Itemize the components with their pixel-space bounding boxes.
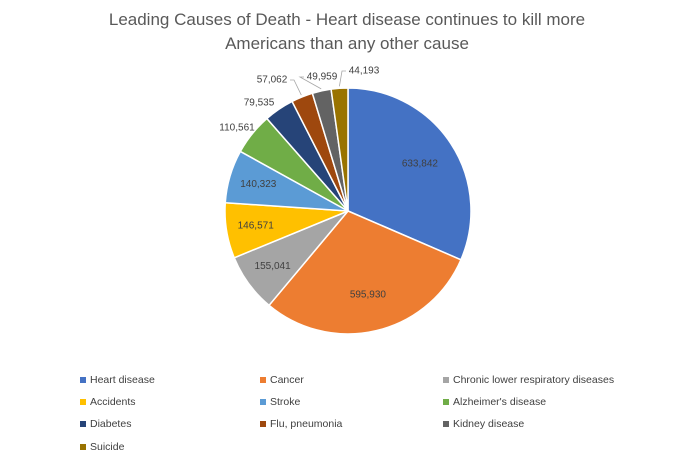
data-label-heart-disease: 633,842: [402, 158, 439, 169]
data-label-alzheimer-s-disease: 110,561: [219, 123, 255, 134]
data-label-suicide: 44,193: [349, 66, 380, 77]
legend-label-cancer: Cancer: [270, 374, 304, 386]
pie-slices: [224, 87, 472, 335]
pie-slice-suicide: [330, 87, 349, 212]
legend-swatch-alzheimer-s-disease: [443, 399, 449, 405]
chart-legend: Heart disease Cancer Chronic lower respira…: [80, 374, 614, 453]
pie-slice-cancer: [268, 210, 462, 335]
legend-label-kidney-disease: Kidney disease: [453, 418, 524, 430]
data-label-accidents: 146,571: [238, 221, 275, 232]
legend-label-heart-disease: Heart disease: [90, 374, 155, 386]
chart-title-line-1: Leading Causes of Death - Heart disease …: [109, 10, 585, 29]
pie-slice-heart-disease: [347, 87, 472, 261]
legend-label-alzheimer-s-disease: Alzheimer's disease: [453, 396, 546, 408]
legend-swatch-stroke: [260, 399, 266, 405]
legend-swatch-cancer: [260, 377, 266, 383]
leader-line-flu-pneumonia: [290, 79, 302, 96]
data-label-cancer: 595,930: [350, 289, 387, 300]
legend-swatch-suicide: [80, 444, 86, 450]
legend-swatch-accidents: [80, 399, 86, 405]
legend-label-chronic-lower-respiratory-diseases: Chronic lower respiratory diseases: [453, 374, 614, 386]
data-label-stroke: 140,323: [240, 179, 277, 190]
leader-line-suicide: [339, 70, 346, 87]
data-label-kidney-disease: 49,959: [307, 72, 338, 83]
data-label-chronic-lower-respiratory-diseases: 155,041: [255, 261, 292, 272]
legend-label-diabetes: Diabetes: [90, 418, 131, 430]
legend-swatch-chronic-lower-respiratory-diseases: [443, 377, 449, 383]
data-label-diabetes: 79,535: [244, 98, 275, 109]
leader-line-kidney-disease: [298, 76, 322, 90]
legend-swatch-heart-disease: [80, 377, 86, 383]
legend-swatch-kidney-disease: [443, 421, 449, 427]
data-label-flu-pneumonia: 57,062: [257, 75, 288, 86]
legend-label-accidents: Accidents: [90, 396, 136, 408]
legend-label-stroke: Stroke: [270, 396, 301, 408]
chart-title-line-2: Americans than any other cause: [225, 34, 469, 53]
legend-label-flu-pneumonia: Flu, pneumonia: [270, 418, 343, 430]
legend-label-suicide: Suicide: [90, 441, 125, 453]
legend-swatch-flu-pneumonia: [260, 421, 266, 427]
data-labels: 633,842 595,930 155,041 146,571 140,323 110,5…: [219, 66, 438, 301]
legend-swatch-diabetes: [80, 421, 86, 427]
